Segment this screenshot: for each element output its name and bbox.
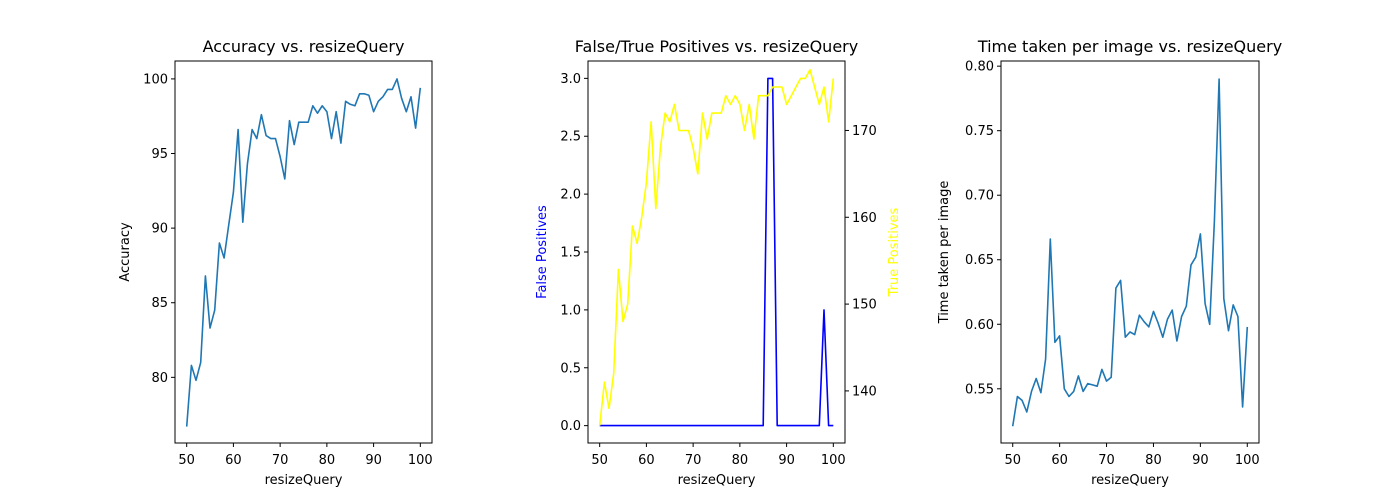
series-line-1 xyxy=(185,78,422,427)
y-tick-label: 0.55 xyxy=(965,382,994,397)
x-tick-label: 100 xyxy=(408,453,433,468)
x-axis-label: resizeQuery xyxy=(1091,473,1169,488)
y-tick-label: 1.0 xyxy=(560,303,581,318)
x-tick-label: 50 xyxy=(178,453,195,468)
y-tick-label: 85 xyxy=(151,296,168,311)
chart-panel-2: 50 60 70 80 90 100 0.0 0.5 1.0 1.5 2.0 2.5 3.0 140 150… xyxy=(535,37,902,488)
y-tick-label: 1.5 xyxy=(560,246,581,261)
chart-title: Accuracy vs. resizeQuery xyxy=(203,37,405,56)
x-tick-label: 60 xyxy=(225,453,242,468)
y-tick-label: 0.80 xyxy=(965,60,994,75)
series-line-2 xyxy=(598,68,835,426)
x-tick-label: 90 xyxy=(365,453,382,468)
panels: 50 60 70 80 90 100 80 85 90 95 100 Accuracy vs. res… xyxy=(118,37,1282,488)
y-right-tick-label: 150 xyxy=(852,298,877,313)
x-tick-label: 50 xyxy=(591,453,608,468)
series-line-1 xyxy=(599,77,834,427)
chart-panel-3: 50 60 70 80 90 100 0.55 0.60 0.65 0.70 0.75 0.80 Tim… xyxy=(937,37,1282,488)
y-right-axis-label: True Positives xyxy=(887,207,902,297)
chart-title: False/True Positives vs. resizeQuery xyxy=(575,37,858,56)
series-line-1 xyxy=(1011,78,1249,427)
y-tick-label: 95 xyxy=(151,147,168,162)
x-tick-label: 70 xyxy=(272,453,289,468)
y-tick-label: 2.0 xyxy=(560,188,581,203)
x-tick-label: 90 xyxy=(778,453,795,468)
y-tick-label: 0.0 xyxy=(560,419,581,434)
y-tick-label: 90 xyxy=(151,222,168,237)
y-tick-label: 2.5 xyxy=(560,130,581,145)
y-tick-label: 0.65 xyxy=(965,253,994,268)
y-tick-label: 3.0 xyxy=(560,72,581,87)
chart-panel-1: 50 60 70 80 90 100 80 85 90 95 100 Accuracy vs. res… xyxy=(118,37,433,488)
x-tick-label: 50 xyxy=(1004,453,1021,468)
y-right-tick-label: 140 xyxy=(852,384,877,399)
y-axis-label: Time taken per image xyxy=(937,181,952,325)
y-tick-label: 100 xyxy=(143,72,168,87)
x-tick-label: 80 xyxy=(319,453,336,468)
y-tick-label: 0.5 xyxy=(560,361,581,376)
plot-frame xyxy=(1000,60,1260,444)
x-tick-label: 80 xyxy=(1145,453,1162,468)
y-axis-label: Accuracy xyxy=(118,222,133,282)
y-tick-label: 0.60 xyxy=(965,318,994,333)
y-tick-label: 0.75 xyxy=(965,124,994,139)
x-tick-label: 60 xyxy=(638,453,655,468)
x-tick-label: 100 xyxy=(1235,453,1260,468)
x-tick-label: 70 xyxy=(685,453,702,468)
y-right-tick-label: 170 xyxy=(852,124,877,139)
x-axis-label: resizeQuery xyxy=(265,473,343,488)
x-tick-label: 90 xyxy=(1192,453,1209,468)
y-right-tick-label: 160 xyxy=(852,211,877,226)
x-tick-label: 70 xyxy=(1098,453,1115,468)
chart-title: Time taken per image vs. resizeQuery xyxy=(977,37,1282,56)
y-tick-label: 0.70 xyxy=(965,189,994,204)
x-axis-label: resizeQuery xyxy=(678,473,756,488)
y-axis-label: False Positives xyxy=(535,205,550,299)
x-tick-label: 100 xyxy=(821,453,846,468)
x-tick-label: 80 xyxy=(732,453,749,468)
plot-frame xyxy=(174,60,433,444)
y-tick-label: 80 xyxy=(151,371,168,386)
x-tick-label: 60 xyxy=(1051,453,1068,468)
